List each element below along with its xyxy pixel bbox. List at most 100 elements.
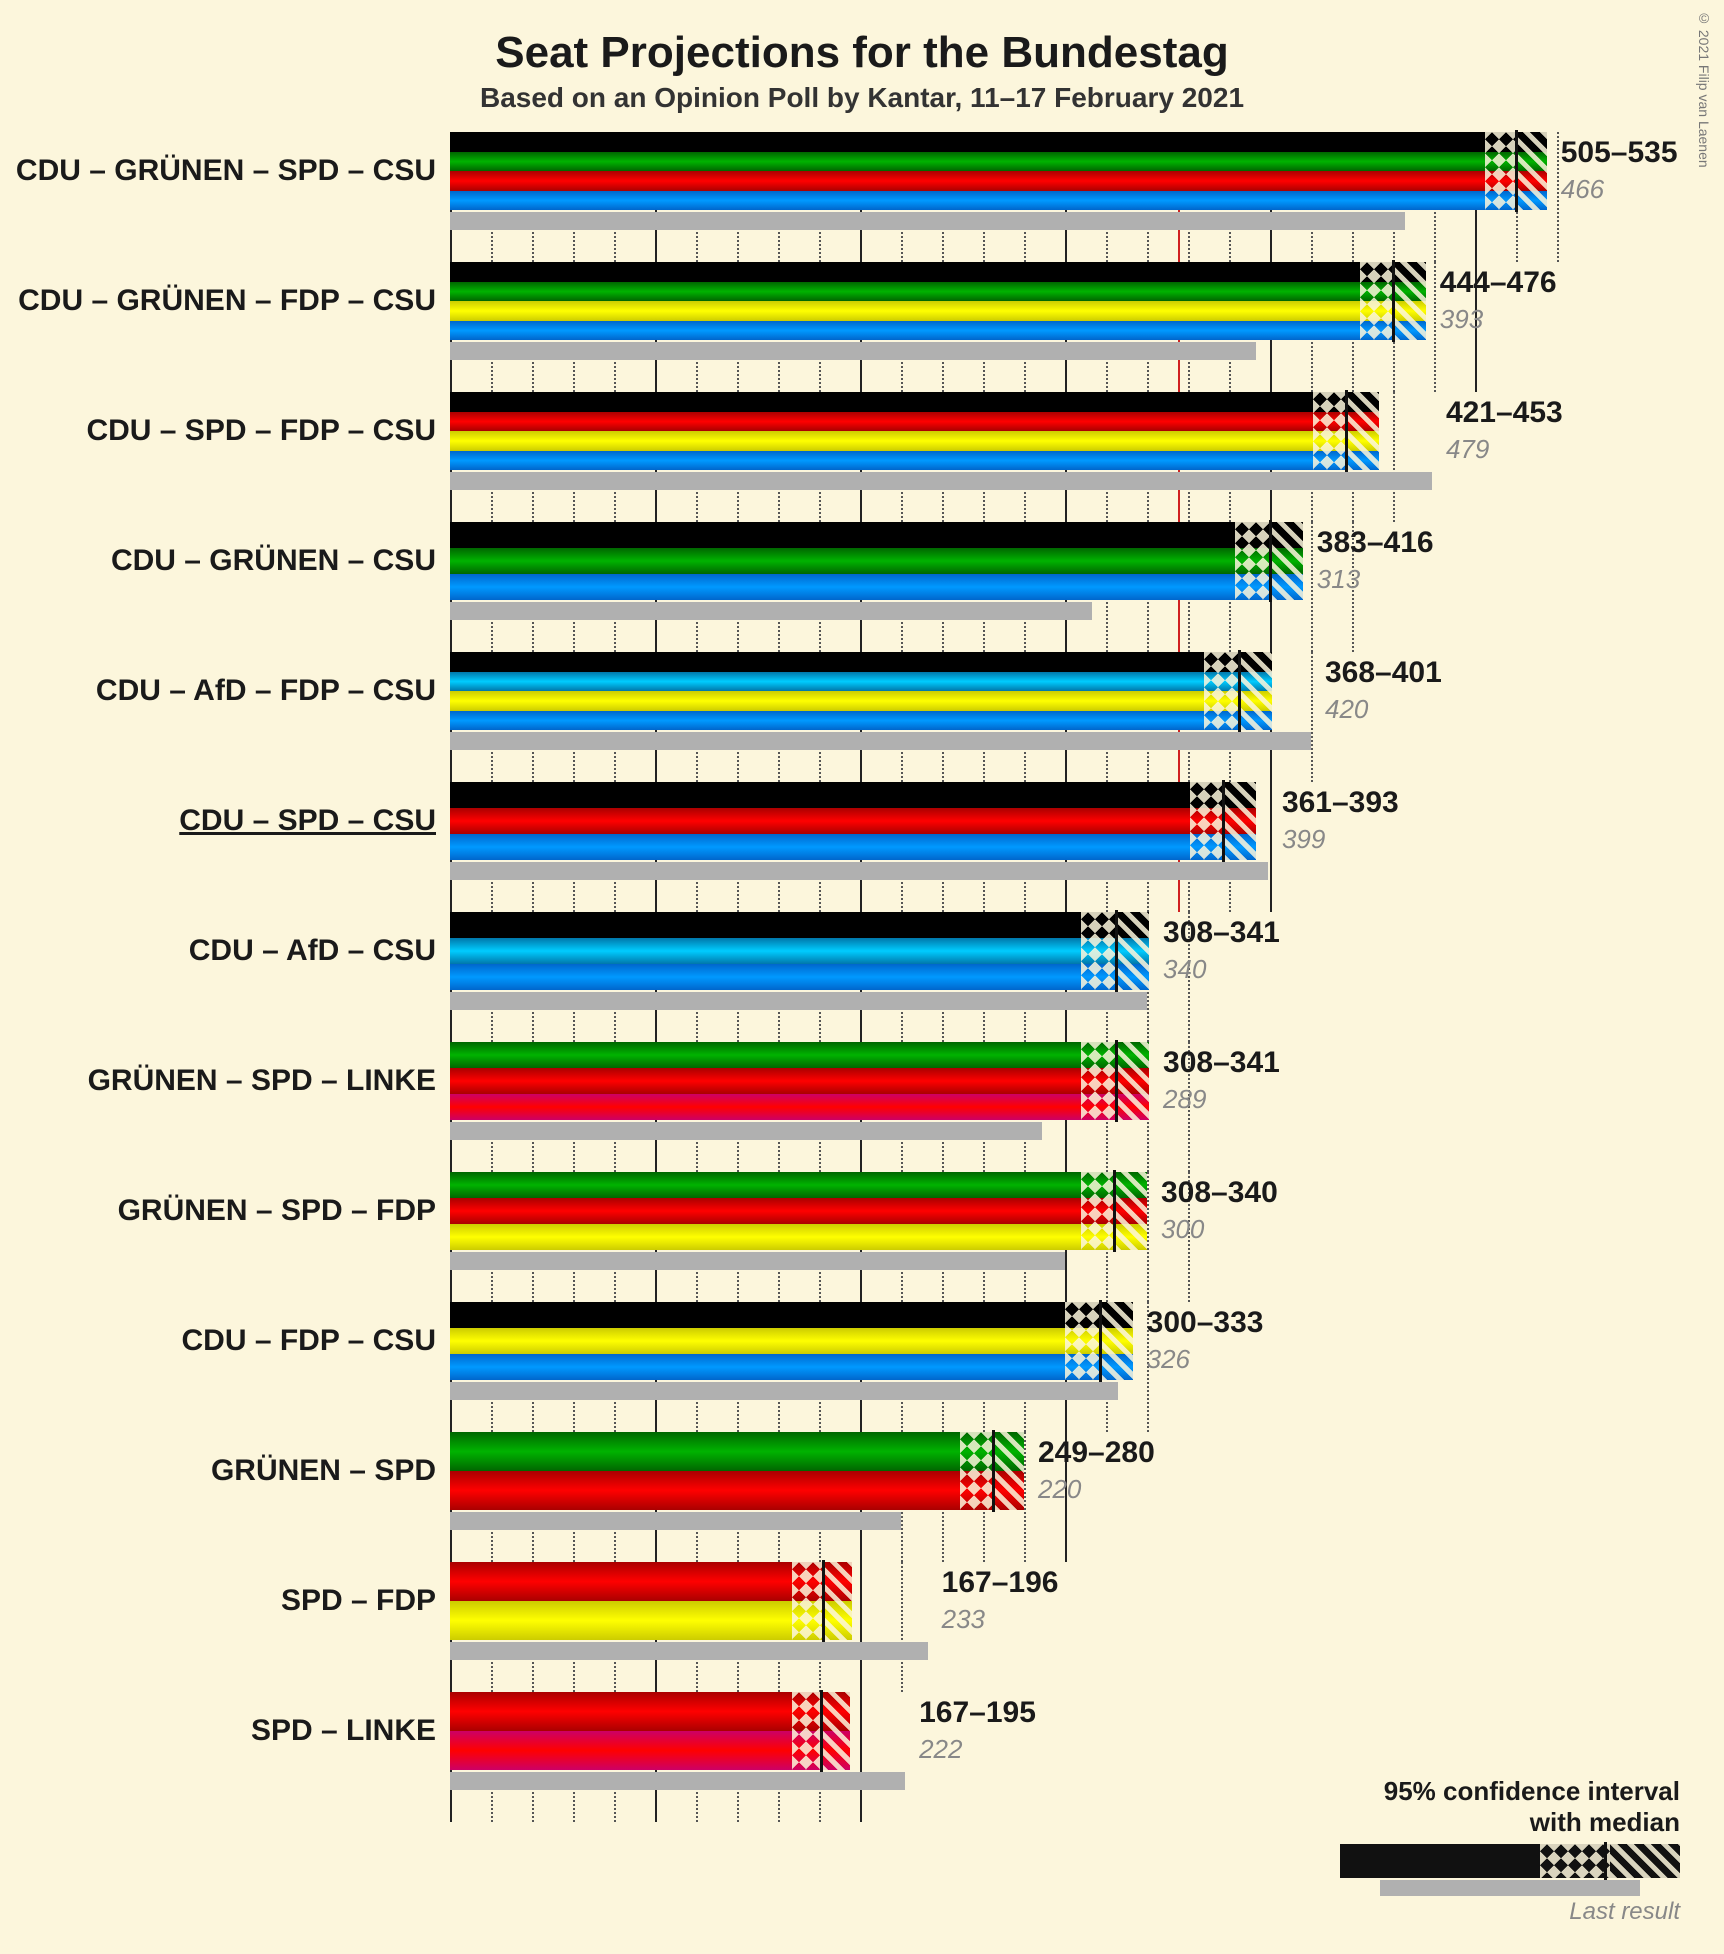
- range-label: 361–393: [1282, 786, 1399, 820]
- last-result-bar: [450, 1122, 1042, 1140]
- median-tick: [820, 1690, 823, 1772]
- plot-area: 300–333 326: [450, 1302, 1684, 1432]
- copyright-text: © 2021 Filip van Laenen: [1696, 10, 1712, 168]
- coalition-row: SPD – FDP 167–196 233: [40, 1562, 1684, 1692]
- median-tick: [1515, 130, 1518, 212]
- range-label: 167–195: [919, 1696, 1036, 1730]
- median-tick: [1115, 910, 1118, 992]
- plot-area: 505–535 466: [450, 132, 1684, 262]
- confidence-bar: [450, 1692, 850, 1770]
- confidence-bar: [450, 392, 1379, 470]
- coalition-label: GRÜNEN – SPD – LINKE: [40, 1042, 450, 1120]
- last-result-label: 233: [942, 1604, 985, 1635]
- coalition-label: SPD – LINKE: [40, 1692, 450, 1770]
- last-result-label: 399: [1282, 824, 1325, 855]
- last-result-label: 466: [1561, 174, 1604, 205]
- plot-area: 308–341340: [450, 912, 1684, 1042]
- coalition-row: CDU – AfD – FDP – CSU 368–401 420: [40, 652, 1684, 782]
- coalition-label: CDU – GRÜNEN – CSU: [40, 522, 450, 600]
- coalition-row: CDU – GRÜNEN – FDP – CSU 444–476 393: [40, 262, 1684, 392]
- plot-area: 308–340300: [450, 1172, 1684, 1302]
- coalition-row: CDU – SPD – FDP – CSU421–453479: [40, 392, 1684, 522]
- last-result-label: 313: [1317, 564, 1360, 595]
- coalition-row: CDU – FDP – CSU 300–333 326: [40, 1302, 1684, 1432]
- chart-title: Seat Projections for the Bundestag: [0, 0, 1724, 78]
- coalition-row: CDU – SPD – CSU 361–393 399: [40, 782, 1684, 912]
- median-tick: [1099, 1300, 1102, 1382]
- confidence-bar: [450, 912, 1149, 990]
- chart-legend: 95% confidence interval with median Last…: [1340, 1776, 1680, 1926]
- legend-swatch: [1340, 1844, 1680, 1896]
- confidence-bar: [450, 262, 1426, 340]
- confidence-bar: [450, 1172, 1147, 1250]
- last-result-bar: [450, 212, 1405, 230]
- last-result-label: 220: [1038, 1474, 1081, 1505]
- last-result-label: 340: [1163, 954, 1206, 985]
- range-label: 249–280: [1038, 1436, 1155, 1470]
- range-label: 383–416: [1317, 526, 1434, 560]
- plot-area: 249–280 220: [450, 1432, 1684, 1562]
- last-result-label: 326: [1147, 1344, 1190, 1375]
- median-tick: [1392, 260, 1395, 342]
- coalition-label: CDU – AfD – FDP – CSU: [40, 652, 450, 730]
- median-tick: [1345, 390, 1348, 472]
- last-result-label: 289: [1163, 1084, 1206, 1115]
- coalition-label: CDU – GRÜNEN – SPD – CSU: [40, 132, 450, 210]
- range-label: 444–476: [1440, 266, 1557, 300]
- last-result-bar: [450, 732, 1311, 750]
- last-result-bar: [450, 1772, 905, 1790]
- plot-area: 421–453479: [450, 392, 1684, 522]
- range-label: 505–535: [1561, 136, 1678, 170]
- confidence-bar: [450, 522, 1303, 600]
- range-label: 308–341: [1163, 1046, 1280, 1080]
- coalition-row: CDU – GRÜNEN – SPD – CSU 505–535 466: [40, 132, 1684, 262]
- coalition-label: SPD – FDP: [40, 1562, 450, 1640]
- last-result-bar: [450, 342, 1256, 360]
- coalition-label: CDU – GRÜNEN – FDP – CSU: [40, 262, 450, 340]
- median-tick: [1222, 780, 1225, 862]
- median-tick: [822, 1560, 825, 1642]
- median-tick: [1113, 1170, 1116, 1252]
- last-result-bar: [450, 992, 1147, 1010]
- last-result-bar: [450, 602, 1092, 620]
- chart-subtitle: Based on an Opinion Poll by Kantar, 11–1…: [0, 78, 1724, 132]
- last-result-label: 479: [1446, 434, 1489, 465]
- coalition-row: CDU – AfD – CSU308–341340: [40, 912, 1684, 1042]
- median-tick: [1269, 520, 1272, 602]
- coalition-label: CDU – SPD – CSU: [40, 782, 450, 860]
- coalition-row: CDU – GRÜNEN – CSU 383–416 313: [40, 522, 1684, 652]
- plot-area: 308–341 289: [450, 1042, 1684, 1172]
- range-label: 300–333: [1147, 1306, 1264, 1340]
- coalition-row: GRÜNEN – SPD – LINKE 308–341 289: [40, 1042, 1684, 1172]
- coalition-row: GRÜNEN – SPD – FDP308–340300: [40, 1172, 1684, 1302]
- legend-line-2: with median: [1340, 1807, 1680, 1838]
- last-result-label: 420: [1325, 694, 1368, 725]
- plot-area: 444–476 393: [450, 262, 1684, 392]
- median-tick: [992, 1430, 995, 1512]
- last-result-label: 393: [1440, 304, 1483, 335]
- confidence-bar: [450, 132, 1547, 210]
- last-result-bar: [450, 1252, 1065, 1270]
- last-result-bar: [450, 1642, 928, 1660]
- median-tick: [1115, 1040, 1118, 1122]
- last-result-bar: [450, 862, 1268, 880]
- legend-line-1: 95% confidence interval: [1340, 1776, 1680, 1807]
- plot-area: 361–393 399: [450, 782, 1684, 912]
- confidence-bar: [450, 652, 1272, 730]
- median-tick: [1238, 650, 1241, 732]
- coalition-label: GRÜNEN – SPD: [40, 1432, 450, 1510]
- confidence-bar: [450, 1302, 1133, 1380]
- confidence-bar: [450, 782, 1256, 860]
- range-label: 308–340: [1161, 1176, 1278, 1210]
- coalition-label: CDU – SPD – FDP – CSU: [40, 392, 450, 470]
- plot-area: 383–416 313: [450, 522, 1684, 652]
- last-result-bar: [450, 1512, 901, 1530]
- coalition-label: CDU – FDP – CSU: [40, 1302, 450, 1380]
- legend-last-label: Last result: [1340, 1898, 1680, 1926]
- range-label: 368–401: [1325, 656, 1442, 690]
- coalition-label: CDU – AfD – CSU: [40, 912, 450, 990]
- last-result-bar: [450, 472, 1432, 490]
- coalition-label: GRÜNEN – SPD – FDP: [40, 1172, 450, 1250]
- range-label: 167–196: [942, 1566, 1059, 1600]
- confidence-bar: [450, 1432, 1024, 1510]
